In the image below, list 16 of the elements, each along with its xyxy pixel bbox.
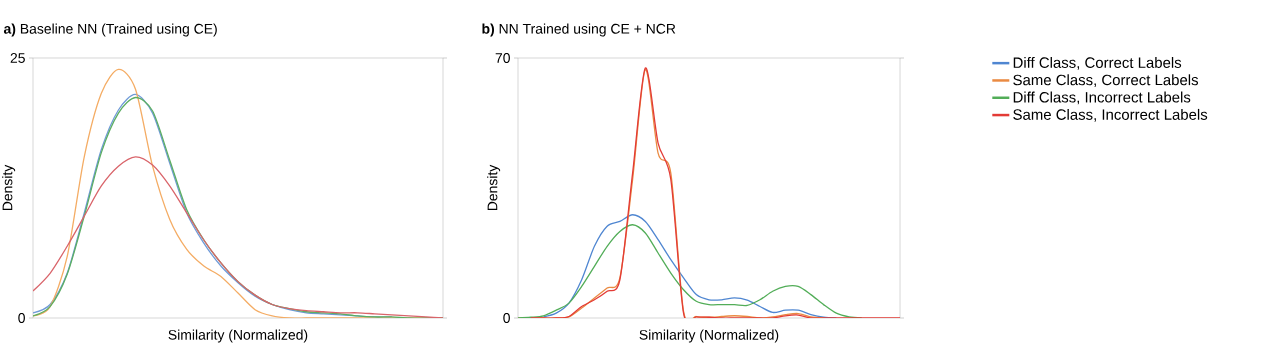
legend-label: Diff Class, Correct Labels [1013,56,1182,70]
legend-label: Diff Class, Incorrect Labels [1013,91,1191,105]
line-series [530,67,901,318]
chart-title: a) Baseline NN (Trained using CE) [3,23,217,37]
y-tick-label: 0 [503,313,510,323]
y-axis-title: Density [487,164,501,211]
legend-label: Same Class, Correct Labels [1013,74,1199,88]
x-axis-title: Similarity (Normalized) [168,329,308,343]
y-axis-title: Density [2,164,16,211]
legend-label: Same Class, Incorrect Labels [1013,108,1208,122]
line-series [33,156,444,318]
chart-title: b) NN Trained using CE + NCR [482,23,676,37]
y-tick-label: 0 [18,313,25,323]
y-tick-label: 70 [495,53,510,63]
y-tick-label: 25 [10,53,25,63]
x-axis-title: Similarity (Normalized) [639,329,779,343]
